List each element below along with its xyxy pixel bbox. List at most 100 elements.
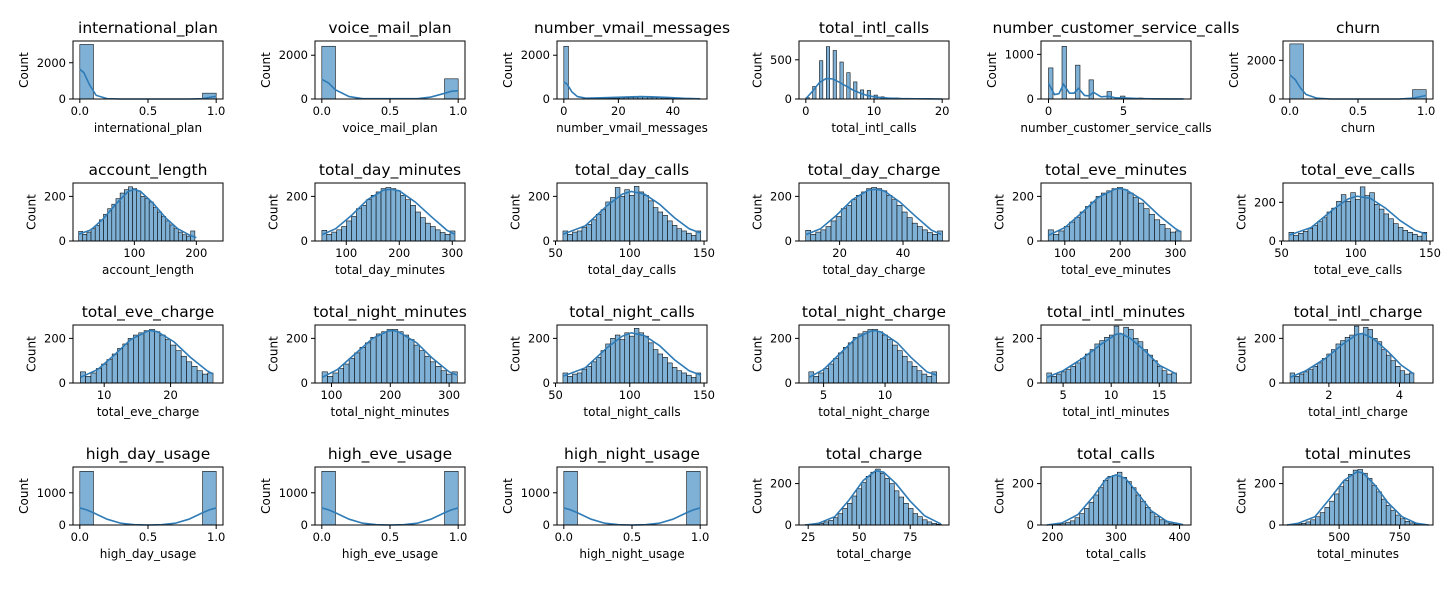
histogram-bar <box>1395 365 1401 384</box>
histogram-bar <box>157 211 162 242</box>
histogram-bar <box>336 229 342 242</box>
y-axis-label: Count <box>266 194 280 230</box>
y-axis-label: Count <box>508 336 522 372</box>
histogram-bar <box>111 353 118 384</box>
x-tick-label: 50 <box>548 388 563 402</box>
histogram-bar <box>861 191 867 242</box>
y-tick-label: 200 <box>44 331 66 345</box>
histogram-bar <box>595 357 602 384</box>
histogram-bar <box>876 188 883 242</box>
subplot-title: total_night_calls <box>569 303 695 322</box>
x-tick-label: 10 <box>1104 388 1119 402</box>
x-axis-label: high_night_usage <box>579 547 684 561</box>
y-axis-label: Count <box>750 194 764 230</box>
histogram-bar <box>667 220 673 242</box>
histogram-bar <box>370 194 377 242</box>
x-axis-label: total_night_charge <box>818 405 930 419</box>
histogram-bar <box>591 219 597 242</box>
x-tick-label: 300 <box>1105 530 1127 544</box>
y-tick-label: 0 <box>59 376 66 390</box>
histogram-bar <box>1321 217 1328 242</box>
histogram-bar <box>1079 211 1086 242</box>
histogram-bar <box>847 502 853 526</box>
histogram-bar <box>1294 376 1300 384</box>
histogram-bar <box>90 372 97 384</box>
x-tick-label: 0.0 <box>313 530 331 544</box>
axes-frame <box>1282 40 1434 100</box>
histogram-bar <box>686 232 692 242</box>
y-tick-label: 0 <box>301 376 308 390</box>
subplot-title: total_intl_minutes <box>1047 303 1185 322</box>
axes-frame <box>1040 40 1192 100</box>
histogram-bar <box>875 468 881 526</box>
histogram-bar <box>1404 373 1410 384</box>
kde-curve <box>1046 474 1183 526</box>
y-axis-label: Count <box>1227 52 1241 88</box>
histogram-bar <box>1154 516 1160 526</box>
histogram-bar <box>1355 199 1361 242</box>
histogram-bar <box>85 376 92 384</box>
histogram-bar <box>1152 360 1158 384</box>
kde-curve <box>79 329 214 379</box>
y-tick-label: 200 <box>44 189 66 203</box>
histogram-bar <box>852 336 859 384</box>
histogram-bar <box>862 331 869 384</box>
histogram-bar <box>338 368 344 384</box>
histogram-bar <box>1132 197 1139 242</box>
x-tick-label: 1.0 <box>1417 104 1435 118</box>
histogram-bar <box>867 329 874 384</box>
x-tick-label: 100 <box>1345 246 1367 260</box>
histogram-bar <box>922 229 928 242</box>
histogram-bar <box>1319 512 1326 526</box>
y-axis-label: Count <box>1234 336 1248 372</box>
histogram-bar <box>138 332 145 384</box>
subplot-title: total_charge <box>826 445 923 464</box>
histogram-bar <box>1374 203 1380 242</box>
histogram-bar <box>356 208 362 242</box>
y-axis-label: Count <box>24 336 38 372</box>
y-tick-label: 0 <box>1027 376 1034 390</box>
histogram-bar <box>638 191 645 242</box>
histogram-bar <box>690 377 697 384</box>
histogram-bar <box>676 370 683 384</box>
histogram-bar <box>818 372 824 384</box>
histogram-bar <box>132 188 137 242</box>
histogram-bar <box>1060 371 1067 384</box>
kde-curve <box>1046 332 1177 379</box>
histogram-bar <box>1112 475 1118 526</box>
histogram-bar <box>842 508 848 526</box>
axes-frame <box>72 324 224 384</box>
kde-curve <box>321 507 459 526</box>
histogram-bar <box>671 225 678 242</box>
subplot-title: total_day_calls <box>575 161 689 180</box>
histogram-bar <box>99 219 104 242</box>
subplot-total_intl_minutes: 5 10 15 0 200 total_intl_minutes total_intl_mi… <box>992 303 1192 419</box>
histogram-bar <box>123 189 129 242</box>
histogram-bar <box>872 329 878 384</box>
x-axis-label: total_night_calls <box>583 405 680 419</box>
histogram-bar <box>1310 519 1316 526</box>
subplot-title: number_customer_service_calls <box>993 19 1240 38</box>
histogram-bar <box>884 478 890 526</box>
histogram-bar <box>624 189 630 242</box>
histogram-bar <box>1093 494 1099 526</box>
x-tick-label: 0.0 <box>555 530 573 544</box>
kde-curve <box>79 68 217 100</box>
histogram-bar <box>1378 208 1385 242</box>
histogram-bar <box>591 361 597 384</box>
y-axis-label: Count <box>750 52 764 88</box>
histogram-bar <box>840 208 847 242</box>
histogram-bar <box>600 209 606 242</box>
y-tick-label: 200 <box>286 189 308 203</box>
x-axis-label: total_eve_minutes <box>1061 263 1171 277</box>
histogram-bar <box>1098 487 1104 526</box>
histogram-bar <box>133 334 139 384</box>
y-tick-label: 200 <box>770 331 792 345</box>
histogram-bar <box>434 229 441 242</box>
histogram-bar <box>1116 187 1123 242</box>
histogram-bar <box>877 331 883 384</box>
histogram-bar <box>140 196 146 242</box>
subplot-total_intl_charge: 2 4 0 200 total_intl_charge total_intl_charge… <box>1234 303 1434 419</box>
histogram-bar <box>392 329 399 384</box>
